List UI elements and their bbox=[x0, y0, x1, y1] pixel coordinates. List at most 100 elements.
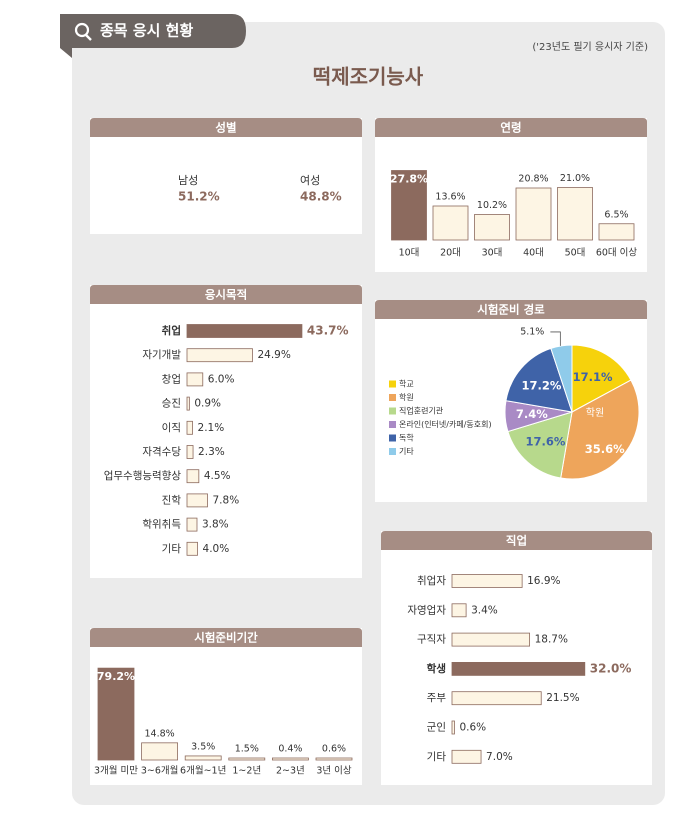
category-label: 학생 bbox=[427, 662, 446, 675]
value-label: 48.8% bbox=[300, 190, 342, 204]
panel-header bbox=[90, 118, 362, 137]
bar bbox=[451, 603, 467, 618]
panel bbox=[381, 531, 652, 785]
pie-inner-category: 학원 bbox=[586, 407, 604, 419]
category-label: 여성 bbox=[300, 174, 320, 187]
bar bbox=[515, 187, 552, 241]
panel-title: 성별 bbox=[215, 121, 236, 135]
value-label: 7.0% bbox=[486, 751, 513, 763]
value-label: 0.6% bbox=[459, 722, 486, 734]
bar bbox=[228, 757, 266, 761]
legend-swatch bbox=[389, 380, 396, 388]
category-label: 30대 bbox=[482, 248, 503, 259]
search-icon bbox=[74, 22, 90, 38]
category-label: 3년 이상 bbox=[316, 766, 352, 777]
panel-header bbox=[90, 285, 362, 304]
category-label: 남성 bbox=[178, 174, 198, 187]
legend-label: 학원 bbox=[399, 392, 414, 402]
value-label: 2.3% bbox=[198, 446, 225, 458]
bar bbox=[271, 757, 309, 761]
value-label: 21.0% bbox=[560, 173, 590, 184]
value-label: 3.8% bbox=[202, 519, 229, 531]
value-label: 17.2% bbox=[522, 378, 562, 392]
search-icon-handle bbox=[85, 34, 92, 41]
category-label: 50대 bbox=[565, 248, 586, 259]
value-label: 5.1% bbox=[520, 326, 544, 337]
category-label: 자영업자 bbox=[407, 603, 446, 616]
bar bbox=[186, 493, 208, 508]
panel-title: 시험준비기간 bbox=[194, 631, 258, 645]
leader-line bbox=[550, 331, 561, 346]
category-label: 20대 bbox=[440, 248, 461, 259]
bar bbox=[432, 205, 469, 241]
legend-swatch bbox=[389, 434, 396, 442]
value-label: 3.4% bbox=[471, 604, 498, 616]
category-label: 60대 이상 bbox=[596, 248, 638, 259]
pie-slice bbox=[560, 379, 640, 480]
panel bbox=[90, 118, 362, 234]
bar bbox=[186, 372, 204, 387]
value-label: 16.9% bbox=[527, 575, 560, 587]
value-label: 20.8% bbox=[518, 174, 548, 185]
badge-text: 종목 응시 현황 bbox=[100, 22, 193, 40]
category-label: 구직자 bbox=[417, 634, 446, 646]
category-label: 자기개발 bbox=[142, 349, 181, 361]
bar bbox=[451, 720, 455, 735]
main-title: 떡제조기능사 bbox=[313, 65, 424, 89]
value-label: 4.0% bbox=[203, 543, 230, 555]
legend-swatch bbox=[389, 407, 396, 415]
bar bbox=[557, 187, 593, 241]
value-label: 24.9% bbox=[257, 349, 290, 361]
category-label: 승진 bbox=[162, 398, 181, 410]
legend-label: 독학 bbox=[399, 433, 414, 443]
panel-header bbox=[375, 300, 647, 319]
pie-slice bbox=[550, 344, 573, 413]
value-label: 0.4% bbox=[278, 744, 302, 755]
category-label: 2~3년 bbox=[276, 766, 305, 777]
category-label: 이직 bbox=[162, 422, 181, 434]
value-label: 7.4% bbox=[516, 407, 548, 421]
category-label: 기타 bbox=[162, 543, 182, 555]
value-label: 35.6% bbox=[585, 442, 625, 456]
category-label: 40대 bbox=[523, 248, 544, 259]
value-label: 3.5% bbox=[191, 741, 215, 752]
category-label: 창업 bbox=[162, 372, 181, 385]
bar bbox=[391, 170, 427, 241]
value-label: 17.6% bbox=[525, 435, 565, 449]
bar bbox=[186, 445, 194, 459]
category-label: 학위취득 bbox=[142, 518, 181, 531]
legend-label: 직업훈련기관 bbox=[399, 406, 444, 416]
legend-label: 온라인(인터넷/카페/동호회) bbox=[399, 419, 492, 429]
bar bbox=[451, 662, 586, 676]
note: ('23년도 필기 응시자 기준) bbox=[532, 41, 648, 53]
value-label: 51.2% bbox=[178, 190, 220, 204]
pie-slice bbox=[507, 411, 573, 479]
panel-title: 시험준비 경로 bbox=[477, 303, 545, 317]
value-label: 27.8% bbox=[390, 173, 428, 186]
badge bbox=[60, 14, 246, 58]
bar bbox=[474, 214, 510, 241]
legend-swatch bbox=[389, 394, 396, 401]
category-label: 기타 bbox=[427, 751, 447, 763]
value-label: 32.0% bbox=[590, 661, 632, 675]
category-label: 자격수당 bbox=[142, 445, 181, 458]
legend-swatch bbox=[389, 448, 396, 455]
category-label: 1~2년 bbox=[232, 766, 261, 777]
value-label: 0.9% bbox=[194, 398, 221, 410]
category-label: 3~6개월 bbox=[141, 765, 179, 777]
category-label: 취업 bbox=[162, 324, 181, 337]
bar bbox=[451, 632, 531, 647]
value-label: 18.7% bbox=[535, 634, 568, 646]
value-label: 14.8% bbox=[145, 728, 175, 739]
pie-slice bbox=[571, 344, 632, 413]
value-label: 10.2% bbox=[477, 200, 507, 211]
pie-slice bbox=[505, 347, 573, 413]
bar bbox=[315, 757, 353, 761]
bar bbox=[451, 749, 482, 764]
legend-label: 기타 bbox=[399, 447, 414, 456]
bar bbox=[598, 223, 635, 241]
category-label: 군인 bbox=[427, 722, 446, 734]
category-label: 10대 bbox=[399, 248, 420, 259]
panel-title: 직업 bbox=[506, 534, 527, 548]
